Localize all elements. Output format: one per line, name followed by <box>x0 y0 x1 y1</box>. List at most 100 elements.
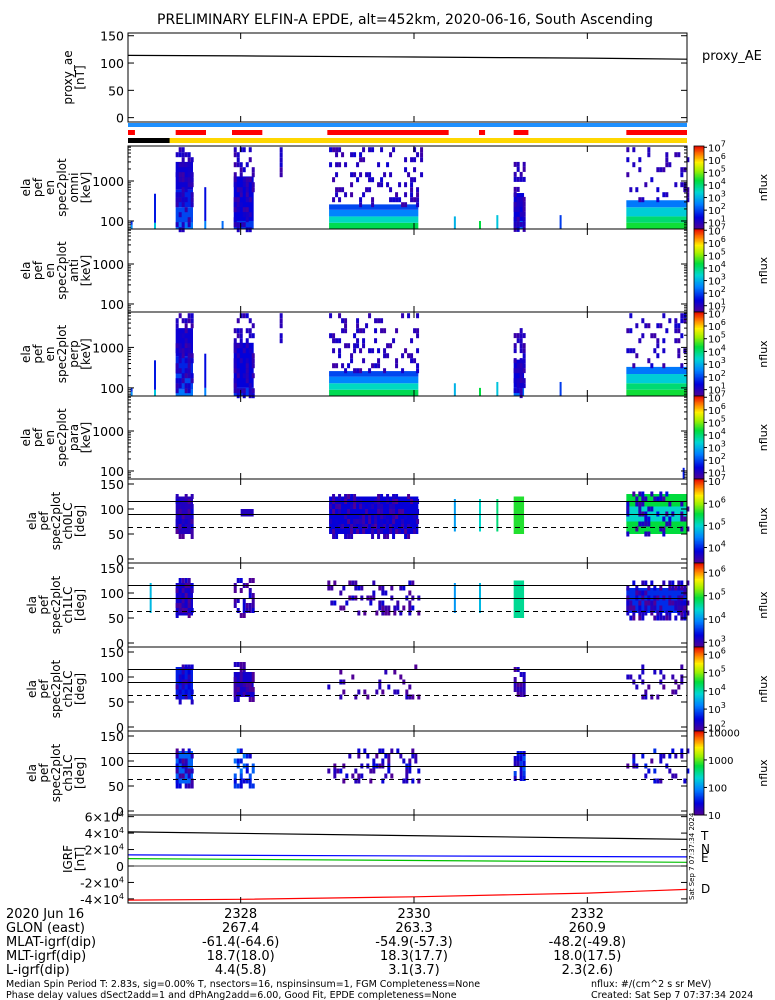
heatmap-speckle <box>245 192 249 198</box>
colorbar-cell <box>694 175 704 177</box>
colorbar-cell <box>694 782 704 785</box>
heatmap-speckle <box>190 509 194 514</box>
heatmap-speckle <box>248 383 252 389</box>
heatmap-speckle <box>635 684 639 690</box>
heatmap-speckle <box>395 494 399 499</box>
heatmap-speckle <box>187 358 191 364</box>
heatmap-speckle <box>362 524 366 529</box>
heatmap-speckle <box>522 176 526 182</box>
colorbar-cell <box>694 775 704 778</box>
heatmap-speckle <box>242 167 246 173</box>
heatmap-speckle <box>239 578 243 583</box>
heatmap-speckle <box>680 167 684 173</box>
colorbar-cell <box>694 183 704 186</box>
heatmap-speckle <box>402 605 406 611</box>
heatmap-speckle <box>178 378 182 384</box>
colorbar-cell <box>694 248 704 251</box>
heatmap-speckle <box>662 674 666 680</box>
heatmap-speckle <box>248 177 252 183</box>
heatmap-speckle <box>178 674 182 680</box>
heatmap-speckle <box>181 187 185 193</box>
colorbar-cell <box>694 303 704 306</box>
heatmap-speckle <box>513 186 517 192</box>
heatmap-speckle <box>516 186 520 192</box>
heatmap-speckle <box>380 509 384 514</box>
heatmap-speckle <box>190 192 194 198</box>
y-axis-label-line: ela <box>19 345 33 363</box>
heatmap-speckle <box>680 526 684 532</box>
heatmap-speckle <box>416 509 420 514</box>
heatmap-speckle <box>175 494 179 499</box>
heatmap-speckle <box>341 187 345 193</box>
heatmap-speckle <box>181 157 185 163</box>
heatmap-speckle <box>345 600 349 606</box>
heatmap-speckle <box>344 328 348 334</box>
colorbar-cell <box>694 394 704 397</box>
colorbar-cell <box>694 787 704 789</box>
heatmap-speckle <box>233 152 237 158</box>
heatmap-speckle <box>242 348 246 354</box>
colorbar-cell <box>694 682 704 684</box>
heatmap-speckle <box>371 534 375 539</box>
colorbar-cell <box>694 296 704 299</box>
heatmap-speckle <box>653 605 657 611</box>
heatmap-speckle <box>644 600 648 606</box>
heatmap-speckle <box>414 753 418 759</box>
heatmap-speckle <box>251 598 255 603</box>
colorbar-cell <box>694 426 704 429</box>
colorbar-cell <box>694 684 704 687</box>
colorbar-cell <box>694 188 704 191</box>
heatmap-speckle <box>360 773 364 779</box>
heatmap-speckle <box>190 177 194 183</box>
panel-spectrum-perp: 101102103104105106107nflux1001000elapefe… <box>19 305 770 399</box>
heatmap-speckle <box>372 580 376 586</box>
colorbar-cell <box>694 259 704 262</box>
heatmap-speckle <box>632 491 636 497</box>
heatmap-speckle <box>187 363 191 369</box>
y-tick-label: 150 <box>100 729 124 744</box>
y-tick-label: 1000 <box>92 424 124 439</box>
heatmap-speckle <box>519 358 523 364</box>
colorbar-cell <box>694 280 704 283</box>
heatmap-speckle <box>184 207 188 213</box>
heatmap-speckle <box>522 166 526 172</box>
heatmap-speckle <box>656 167 660 173</box>
heatmap-speckle <box>339 590 343 596</box>
colorbar-cell <box>694 237 704 240</box>
heatmap-speckle <box>641 501 645 507</box>
heatmap-speckle <box>516 692 520 697</box>
colorbar-cell <box>694 209 704 212</box>
heatmap-speckle <box>178 773 182 779</box>
heatmap-speckle <box>329 519 333 524</box>
colorbar-cell <box>694 204 704 206</box>
heatmap-speckle <box>626 531 630 537</box>
heatmap-speckle <box>178 348 182 354</box>
heatmap-speckle <box>181 758 185 764</box>
heatmap-speckle <box>522 358 526 364</box>
heatmap-speckle <box>416 187 420 193</box>
heatmap-speckle <box>677 338 681 344</box>
heatmap-speckle <box>411 748 415 754</box>
heatmap-speckle <box>190 664 194 670</box>
heatmap-speckle <box>402 758 406 764</box>
heatmap-speckle <box>248 328 252 334</box>
y-tick-label: 100 <box>100 754 124 769</box>
colorbar-cell <box>694 469 704 472</box>
heatmap-speckle <box>386 519 390 524</box>
heatmap-speckle <box>184 338 188 344</box>
heatmap-speckle <box>680 580 684 586</box>
heatmap-speckle <box>519 368 523 374</box>
heatmap-cells <box>130 147 690 233</box>
heatmap-speckle <box>522 771 526 776</box>
heatmap-speckle <box>368 172 372 178</box>
status-bar-segment <box>128 138 170 143</box>
heatmap-speckle <box>279 333 283 339</box>
colorbar-cell <box>694 554 704 557</box>
colorbar-cell <box>694 333 704 335</box>
colorbar-tick-label: 103 <box>708 190 726 205</box>
heatmap-speckle <box>251 603 255 608</box>
y-axis-label-line: spec2plot <box>55 324 69 383</box>
heatmap-speckle <box>519 756 523 761</box>
heatmap-speckle <box>239 758 243 764</box>
